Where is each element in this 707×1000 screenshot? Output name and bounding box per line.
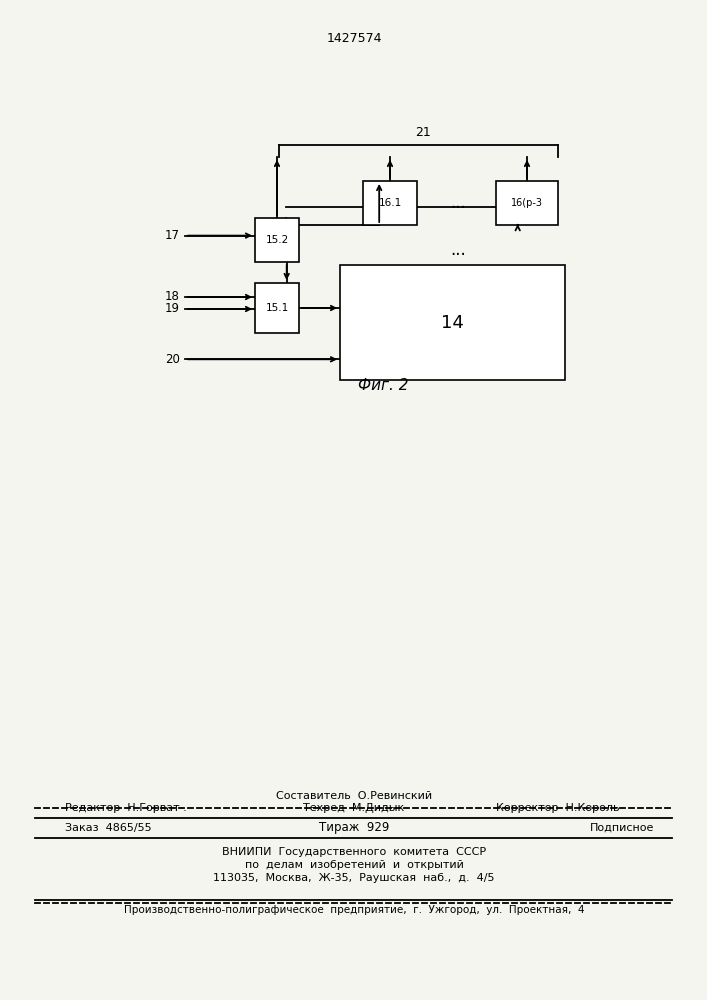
Bar <box>363 181 417 225</box>
Bar <box>255 218 299 262</box>
Text: 21: 21 <box>416 126 431 139</box>
Text: Корректор  Н.Король: Корректор Н.Король <box>496 803 620 813</box>
Text: 17: 17 <box>165 229 180 242</box>
Text: 15.1: 15.1 <box>265 303 288 313</box>
Text: 20: 20 <box>165 353 180 366</box>
Text: 19: 19 <box>165 302 180 316</box>
Bar <box>340 265 565 380</box>
Text: по  делам  изобретений  и  открытий: по делам изобретений и открытий <box>245 860 463 870</box>
Text: Подписное: Подписное <box>590 823 655 833</box>
Bar <box>496 181 558 225</box>
Text: 16.1: 16.1 <box>378 198 402 208</box>
Text: ВНИИПИ  Государственного  комитета  СССР: ВНИИПИ Государственного комитета СССР <box>222 847 486 857</box>
Text: 1427574: 1427574 <box>326 31 382 44</box>
Text: 113035,  Москва,  Ж-35,  Раушская  наб.,  д.  4/5: 113035, Москва, Ж-35, Раушская наб., д. … <box>214 873 495 883</box>
Text: Составитель  О.Ревинский: Составитель О.Ревинский <box>276 791 432 801</box>
Text: 15.2: 15.2 <box>265 235 288 245</box>
Text: ...: ... <box>450 194 467 212</box>
Text: Производственно-полиграфическое  предприятие,  г.  Ужгород,  ул.  Проектная,  4: Производственно-полиграфическое предприя… <box>124 905 584 915</box>
Bar <box>255 283 299 333</box>
Text: ...: ... <box>450 241 467 259</box>
Text: Редактор  Н.Горват .: Редактор Н.Горват . <box>65 803 187 813</box>
Text: 14: 14 <box>441 314 464 332</box>
Text: Техред  М.Дидык: Техред М.Дидык <box>303 803 404 813</box>
Text: Фиг. 2: Фиг. 2 <box>358 377 408 392</box>
Text: 18: 18 <box>165 290 180 304</box>
Text: Тираж  929: Тираж 929 <box>319 822 389 834</box>
Text: Заказ  4865/55: Заказ 4865/55 <box>65 823 151 833</box>
Text: 16(p-3: 16(p-3 <box>511 198 543 208</box>
